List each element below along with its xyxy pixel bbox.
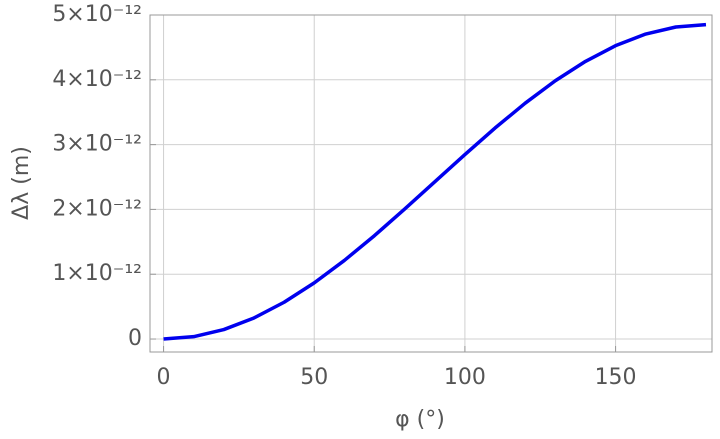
y-tick-label: 5×10⁻¹²	[52, 2, 142, 27]
y-tick-label: 0	[128, 326, 142, 351]
x-axis-label: φ (°)	[395, 407, 445, 432]
x-tick-label: 0	[157, 365, 171, 390]
y-tick-label: 1×10⁻¹²	[52, 261, 142, 286]
y-tick-label: 3×10⁻¹²	[52, 132, 142, 157]
x-tick-label: 50	[300, 365, 328, 390]
y-axis-label: Δλ (m)	[9, 146, 34, 220]
x-tick-label: 150	[595, 365, 637, 390]
y-tick-label: 4×10⁻¹²	[52, 67, 142, 92]
plot-frame	[149, 14, 713, 353]
line	[163, 22, 707, 341]
y-tick-label: 2×10⁻¹²	[52, 196, 142, 221]
x-tick-label: 100	[444, 365, 486, 390]
